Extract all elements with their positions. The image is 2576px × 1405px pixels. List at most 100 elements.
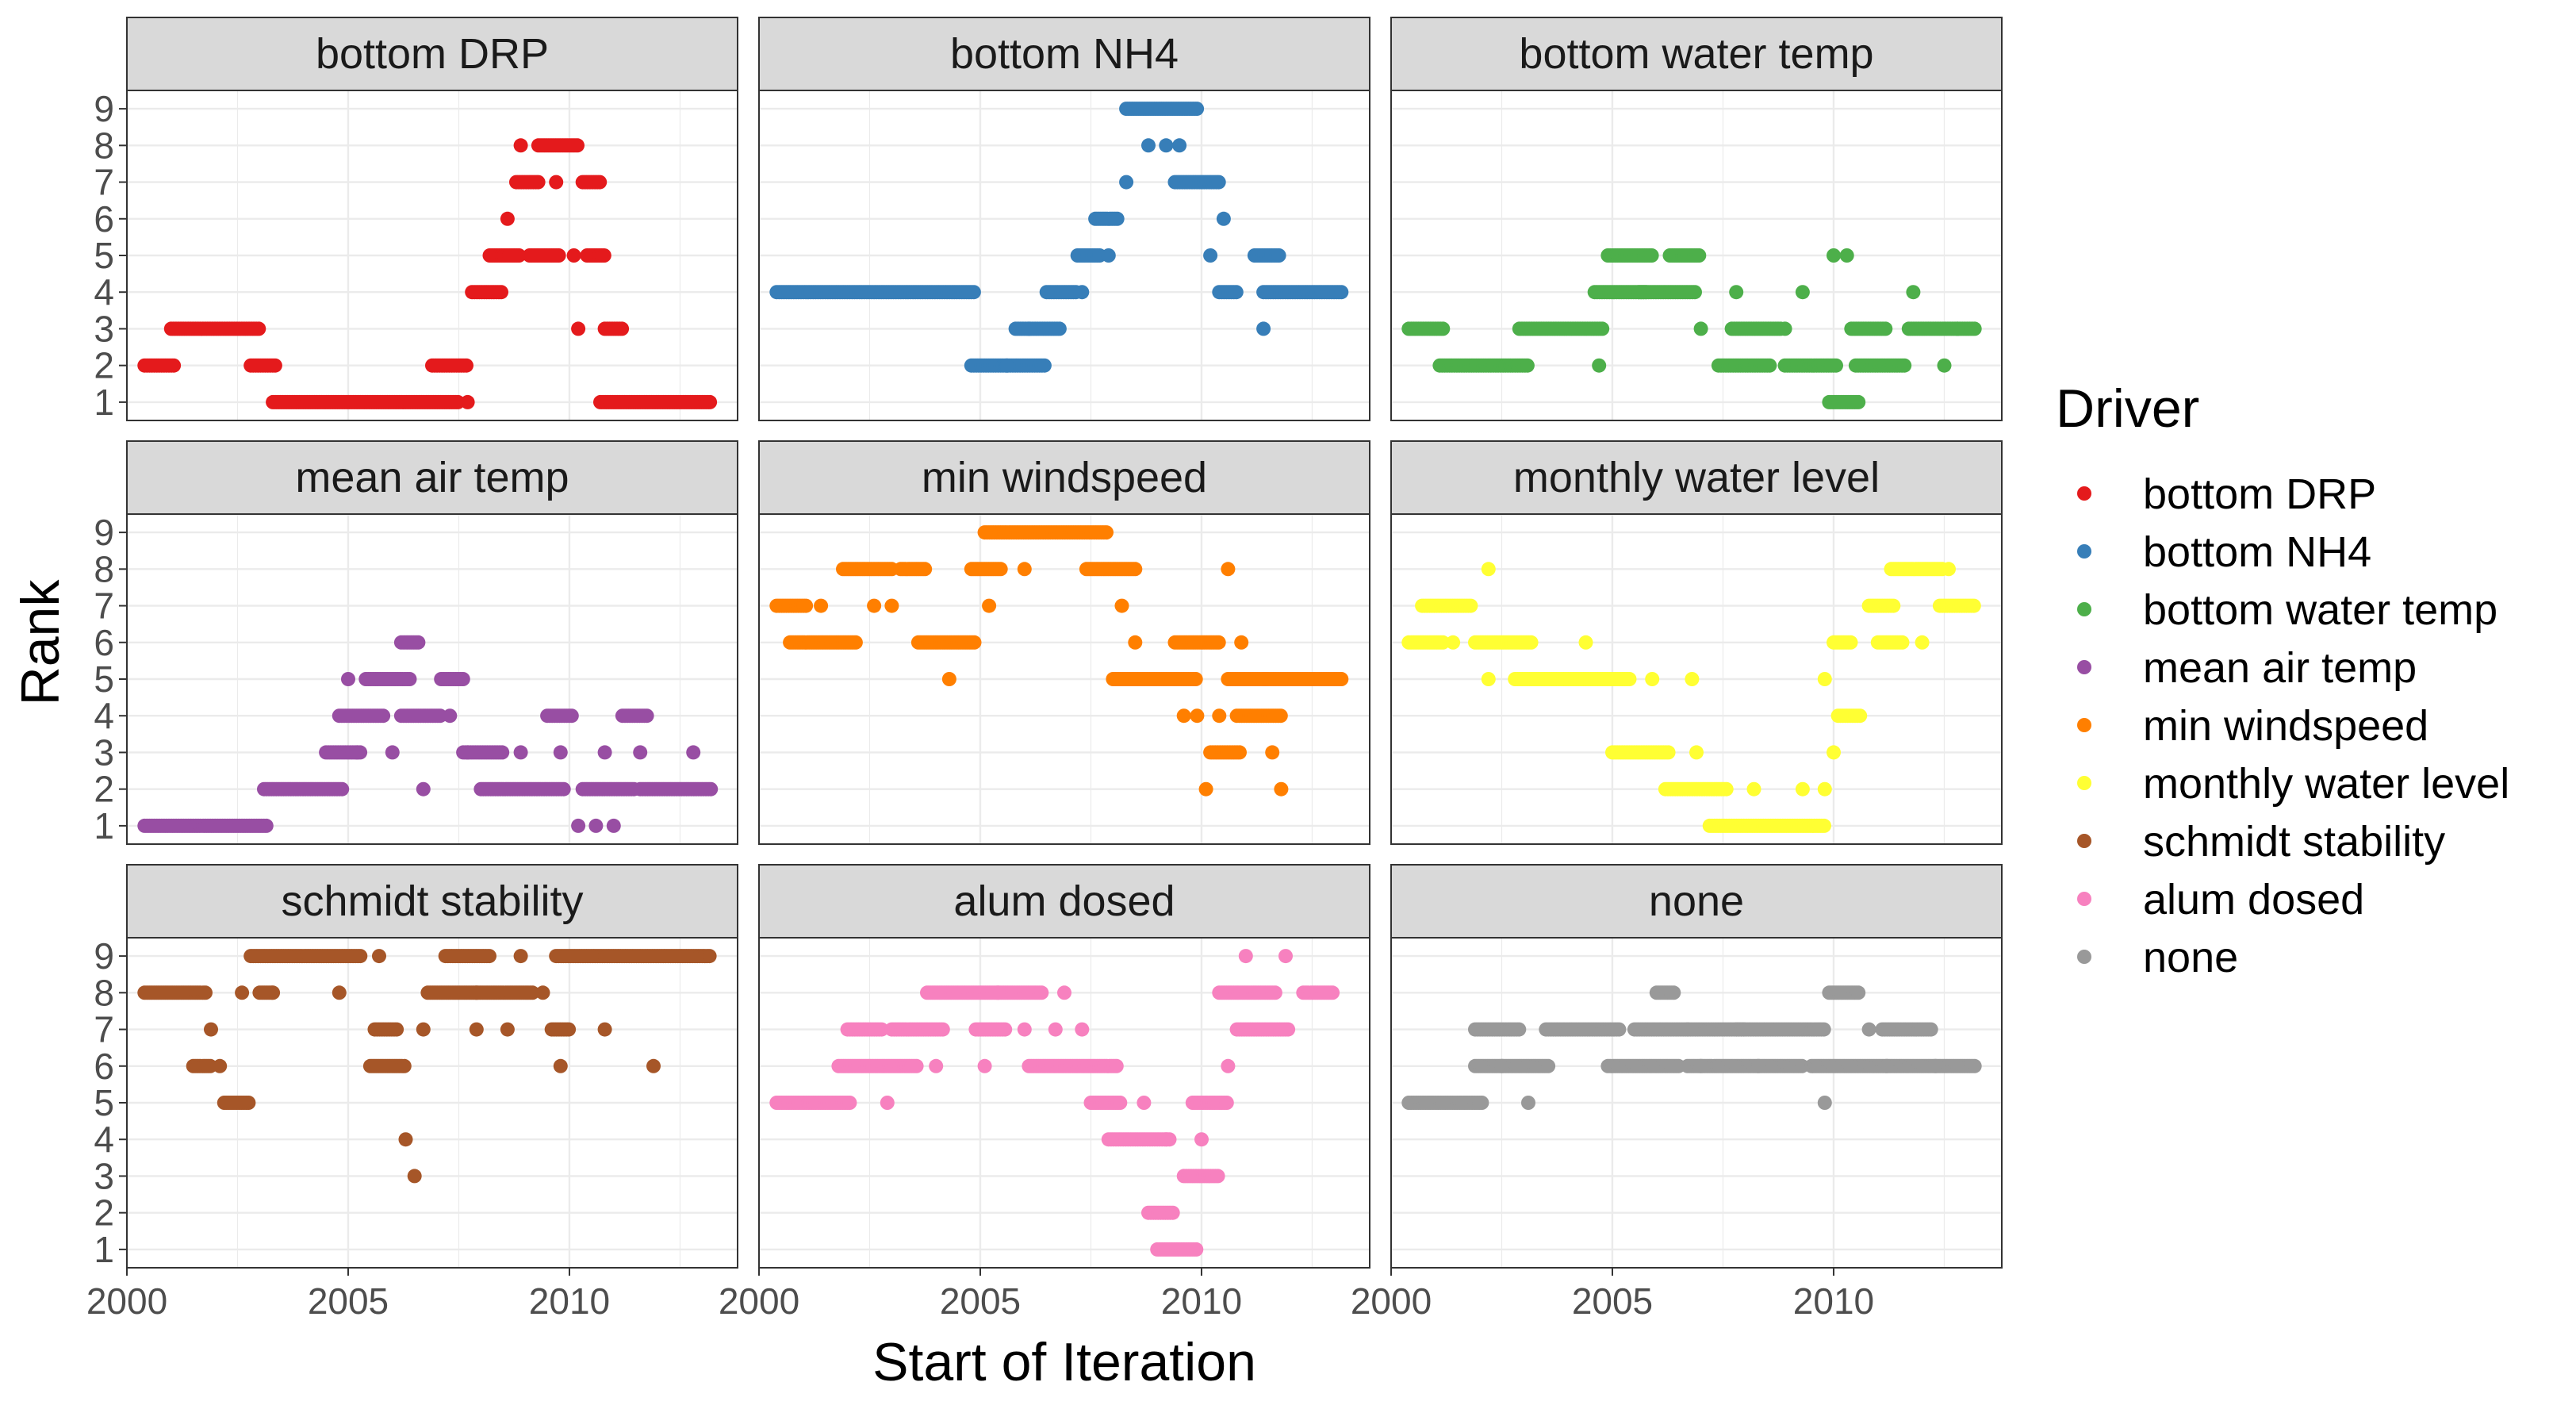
data-point [1334, 672, 1349, 686]
facet-none: none [1390, 864, 2003, 1269]
legend-label: bottom DRP [2143, 470, 2376, 518]
data-point [1481, 562, 1496, 577]
data-point [1645, 672, 1660, 686]
data-point [597, 745, 612, 760]
data-point [1211, 635, 1226, 650]
panel-border [758, 513, 1370, 845]
data-point [702, 949, 717, 964]
data-point [1521, 1096, 1535, 1110]
data-point [929, 1058, 944, 1073]
y-tick-label: 4 [94, 1119, 114, 1160]
data-point [482, 949, 496, 964]
data-point [1017, 562, 1032, 577]
facet-bottom-drp: bottom DRP [125, 17, 738, 421]
data-point [241, 1096, 256, 1110]
panel-border [1390, 513, 2003, 845]
legend-item-bottom-nh4: bottom NH4 [2077, 528, 2371, 576]
data-point [1680, 1022, 1695, 1037]
facet-monthly-water-level: monthly water level [1390, 440, 2003, 845]
facet-strip [1390, 17, 2003, 91]
data-point [1110, 211, 1125, 226]
data-point [848, 635, 863, 650]
data-point [259, 818, 274, 833]
data-point [1817, 781, 1832, 797]
data-point [1512, 1022, 1527, 1037]
data-point [935, 1022, 950, 1037]
data-point [1219, 1096, 1234, 1110]
data-point [1265, 745, 1280, 760]
data-point [513, 138, 528, 153]
y-tick-label: 8 [94, 125, 114, 166]
data-point [1436, 321, 1451, 336]
legend-item-alum-dosed: alum dosed [2077, 876, 2364, 923]
data-point [389, 1022, 404, 1037]
y-tick-label: 9 [94, 512, 114, 553]
y-tick-label: 9 [94, 88, 114, 129]
data-point [880, 1096, 895, 1110]
data-point [1281, 1022, 1296, 1037]
data-point [977, 1058, 992, 1073]
data-point [1446, 635, 1461, 650]
data-point [703, 781, 719, 797]
data-point [1203, 248, 1218, 263]
x-tick-label: 2005 [1572, 1280, 1653, 1322]
legend-key [2077, 892, 2091, 906]
data-point [1271, 248, 1286, 263]
legend-label: mean air temp [2143, 644, 2417, 692]
y-tick-label: 5 [94, 658, 114, 700]
data-point [867, 598, 882, 613]
data-point [1188, 672, 1203, 686]
data-point [1827, 745, 1841, 760]
x-axis-title: Start of Iteration [872, 1332, 1256, 1392]
data-point [1325, 985, 1340, 1000]
points-bottom-drp [137, 138, 718, 409]
data-point [335, 781, 350, 797]
facet-strip [126, 864, 738, 939]
data-point [549, 175, 564, 190]
data-point [966, 285, 981, 300]
legend-item-bottom-drp: bottom DRP [2077, 470, 2376, 518]
y-tick-label: 6 [94, 622, 114, 663]
points-schmidt-stability [137, 949, 717, 1184]
data-point [1474, 1096, 1489, 1110]
data-point [1751, 1058, 1766, 1073]
data-point [562, 1022, 577, 1037]
data-point [350, 745, 365, 760]
facet-strip-label: bottom NH4 [950, 30, 1179, 78]
y-tick-label: 7 [94, 162, 114, 203]
data-point [1578, 635, 1593, 650]
facet-alum-dosed: alum dosed [757, 864, 1370, 1269]
data-point [398, 1132, 413, 1147]
facet-strip [1390, 864, 2003, 939]
data-point [1816, 1022, 1831, 1037]
data-point [1851, 985, 1866, 1000]
data-point [1777, 321, 1792, 336]
data-point [1937, 358, 1952, 373]
data-point [1829, 358, 1843, 373]
data-point [469, 1022, 484, 1037]
data-point [500, 1022, 515, 1037]
x-tick-label: 2005 [308, 1280, 389, 1322]
data-point [1267, 985, 1282, 1000]
data-point [1839, 248, 1854, 263]
data-point [1176, 708, 1191, 724]
data-point [1915, 635, 1930, 650]
data-point [1644, 248, 1659, 263]
y-tick-label: 5 [94, 1082, 114, 1123]
data-point [459, 358, 473, 373]
data-point [1099, 525, 1114, 540]
data-point [703, 394, 718, 409]
y-tick-label: 3 [94, 1155, 114, 1196]
data-point [1022, 321, 1037, 336]
legend: Driver bottom DRP bottom NH4 bottom water … [2056, 378, 2509, 981]
data-point [1853, 708, 1868, 724]
data-point [814, 598, 829, 613]
y-tick-label: 4 [94, 271, 114, 313]
data-point [1886, 598, 1901, 613]
data-point [606, 818, 621, 833]
data-point [376, 708, 391, 724]
data-point [1159, 1132, 1174, 1147]
facet-strip [758, 17, 1370, 91]
